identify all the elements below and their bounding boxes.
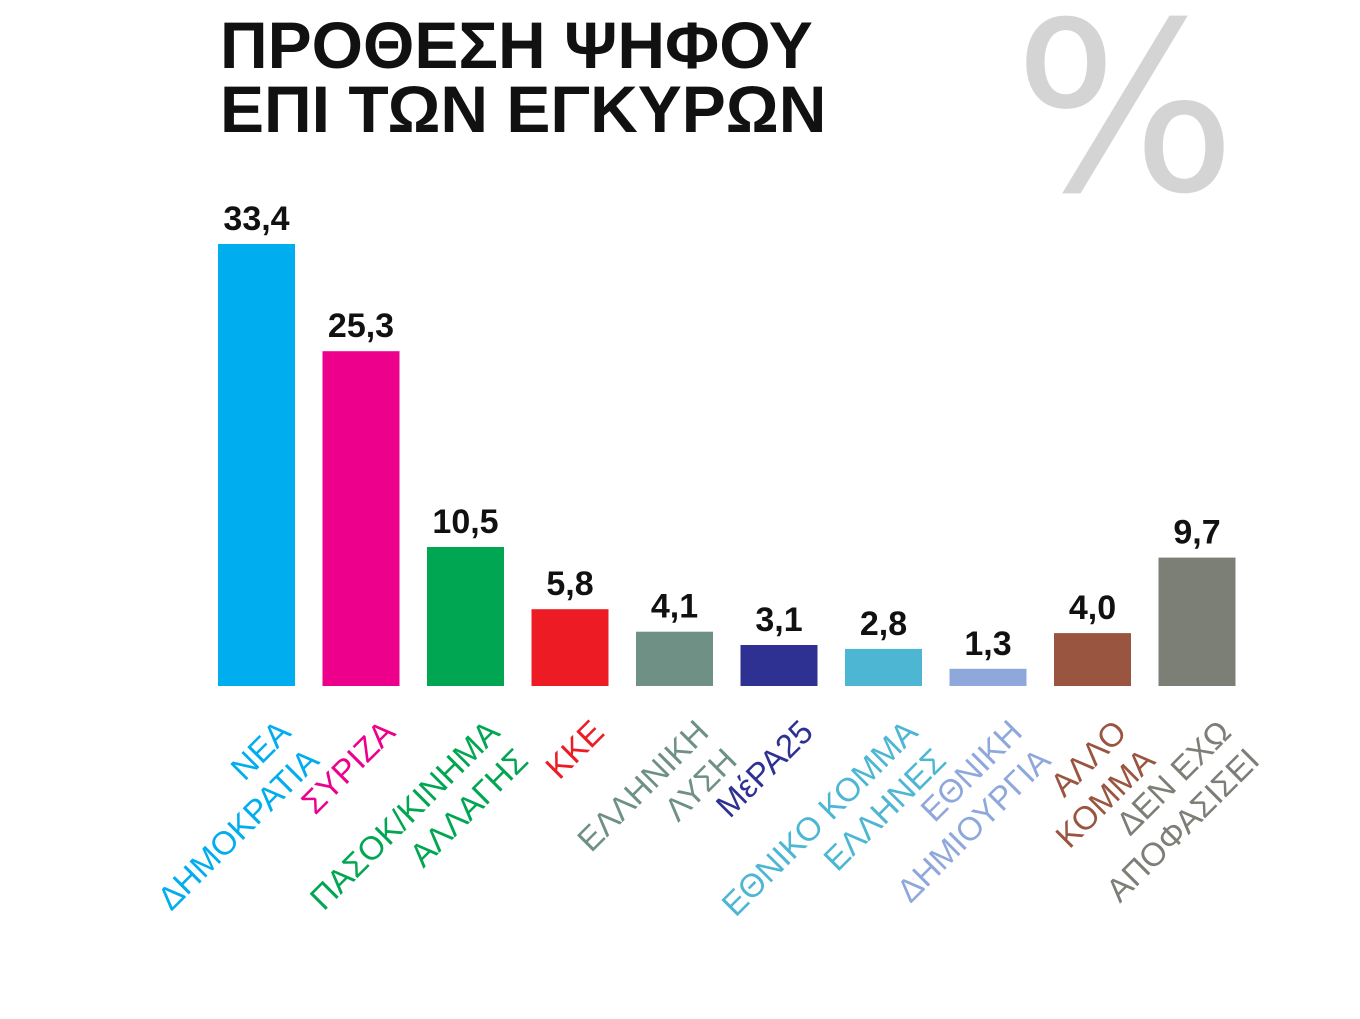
category-label: ΕΘΝΙΚΟ ΚΟΜΜΑΕΛΛΗΝΕΣ xyxy=(714,713,952,951)
value-label-group: 33,4 25,3 10,5 5,8 4,1 3,1 2,8 1,3 4,0 9,7 xyxy=(223,200,1220,663)
bar xyxy=(1054,633,1131,686)
category-label: ΠΑΣΟΚ/ΚΙΝΗΜΑΑΛΛΑΓΗΣ xyxy=(302,713,534,945)
category-label: ΝΕΑΔΗΜΟΚΡΑΤΙΑ xyxy=(122,713,326,917)
chart-title-line-1: ΠΡΟΘΕΣΗ ΨΗΦΟΥ xyxy=(220,8,813,82)
category-label: ΚΚΕ xyxy=(538,713,611,786)
bar-value-label: 3,1 xyxy=(755,601,802,639)
bar xyxy=(322,351,400,686)
bar-value-label: 9,7 xyxy=(1173,514,1220,552)
bar xyxy=(740,645,818,686)
bar xyxy=(531,609,609,686)
category-label-line: ΚΚΕ xyxy=(538,713,611,786)
bar xyxy=(1158,557,1236,686)
bar xyxy=(218,244,295,686)
bar-group xyxy=(218,244,1236,686)
bar xyxy=(949,668,1027,686)
bar-value-label: 4,1 xyxy=(651,588,698,626)
bar-value-label: 1,3 xyxy=(964,625,1011,663)
bar-value-label: 25,3 xyxy=(328,307,394,345)
bar-value-label: 4,0 xyxy=(1069,589,1116,627)
bar-value-label: 5,8 xyxy=(546,565,593,603)
bar xyxy=(427,547,504,686)
bar-value-label: 33,4 xyxy=(223,200,289,238)
chart-title-line-2: ΕΠΙ ΤΩΝ ΕΓΚΥΡΩΝ xyxy=(220,72,826,146)
bar xyxy=(636,631,713,686)
percent-symbol: % xyxy=(1013,0,1236,246)
bar-value-label: 10,5 xyxy=(432,503,498,541)
bar-value-label: 2,8 xyxy=(860,605,907,643)
bar xyxy=(845,648,922,686)
